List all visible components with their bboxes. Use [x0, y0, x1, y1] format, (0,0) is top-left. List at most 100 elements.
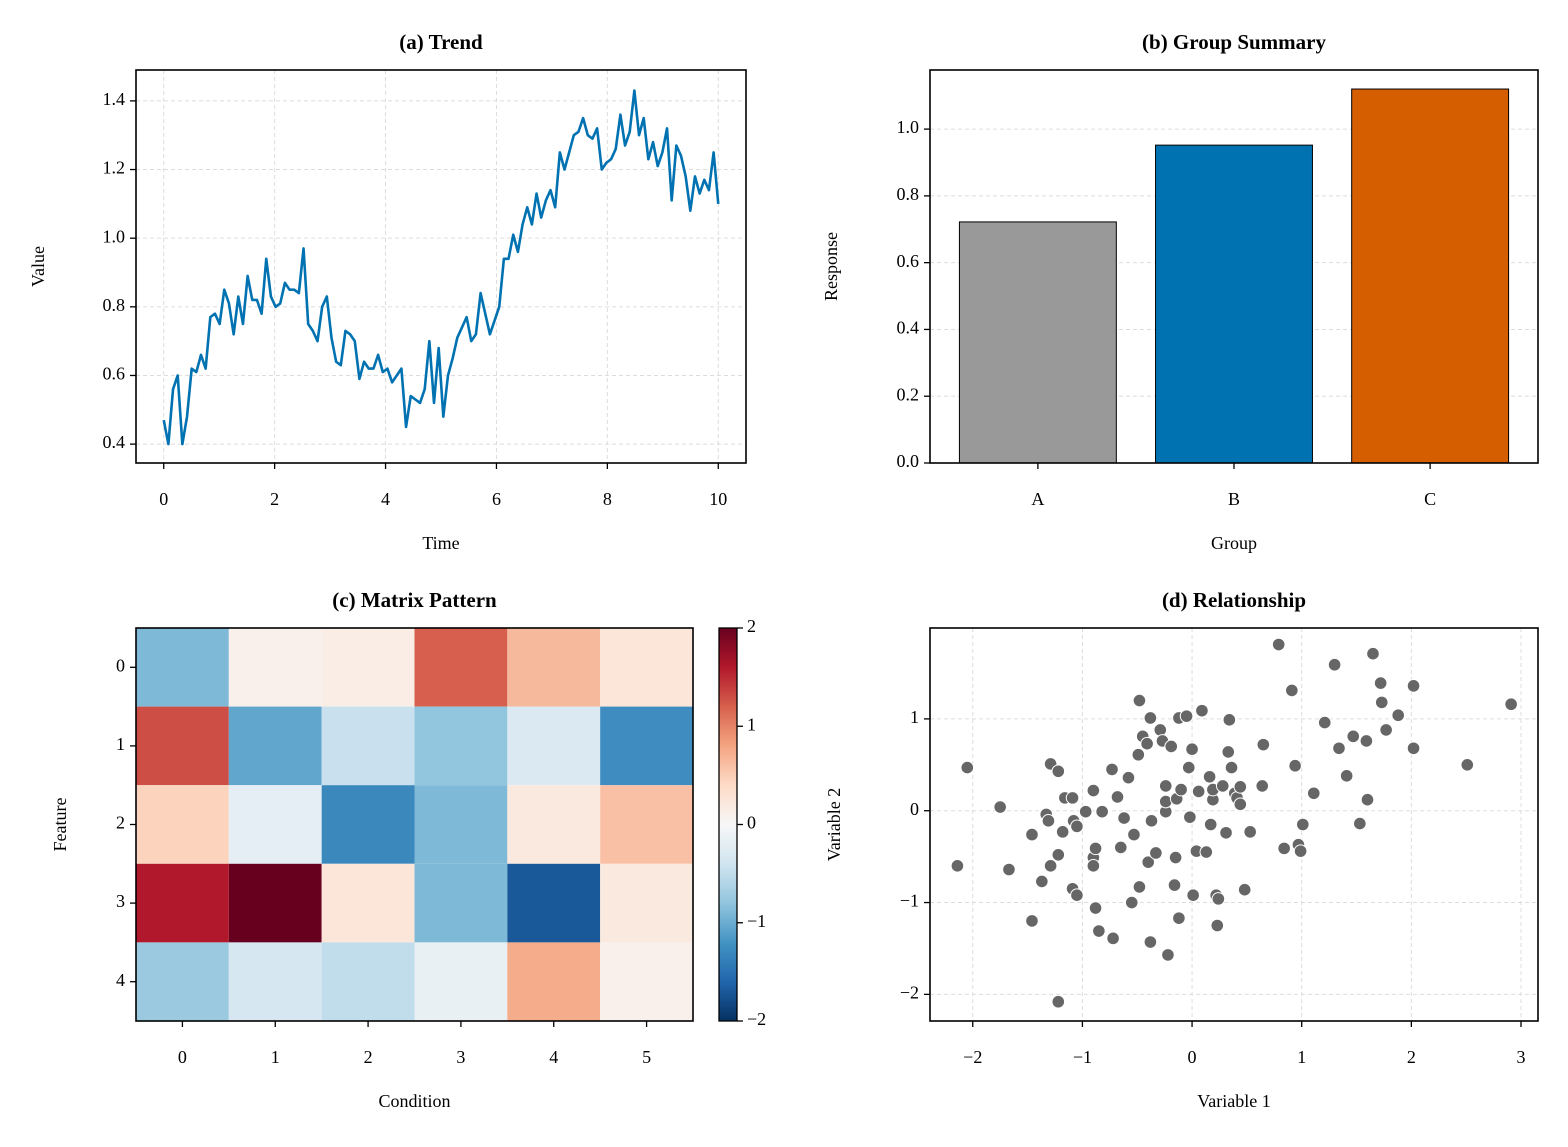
x-axis-label: Variable 1: [1197, 1091, 1270, 1111]
x-axis-label: Condition: [378, 1091, 450, 1111]
scatter-point: [1002, 862, 1016, 877]
scatter-point: [1195, 703, 1209, 718]
x-tick-label: A: [1031, 489, 1044, 509]
y-axis-label: Variable 2: [824, 788, 844, 861]
y-tick-label: 1.2: [103, 158, 126, 178]
y-tick-label: 0.4: [897, 318, 920, 338]
scatter-point: [1306, 786, 1321, 801]
scatter-point: [1113, 840, 1128, 855]
y-tick-label: 2: [116, 813, 125, 833]
heatmap-cell: [228, 628, 322, 707]
colorbar-tick-label: 1: [747, 714, 756, 734]
scatter-point: [1179, 709, 1194, 723]
x-tick-label: 2: [364, 1047, 373, 1067]
scatter-point: [1255, 779, 1270, 793]
y-tick-label: −1: [900, 891, 919, 911]
heatmap-cell: [507, 863, 601, 943]
scatter-point: [1406, 679, 1421, 693]
scatter-point: [1256, 737, 1271, 752]
plot-frame: [135, 69, 747, 464]
heatmap-cell: [507, 628, 601, 707]
scatter-point: [1221, 745, 1236, 759]
scatter-point: [1237, 882, 1252, 897]
y-tick-label: 0: [116, 655, 125, 675]
chart-title: (a) Trend: [399, 30, 483, 54]
scatter-point: [1181, 760, 1196, 775]
scatter-point: [1143, 935, 1158, 949]
scatter-point: [1296, 817, 1310, 832]
scatter-point: [1360, 792, 1375, 807]
line: [162, 89, 720, 446]
heatmap-cell: [228, 706, 322, 786]
scatter-point: [1051, 764, 1066, 779]
scatter-point: [1086, 859, 1101, 873]
scatter-point: [1161, 948, 1175, 962]
scatter-point: [1293, 844, 1308, 858]
scatter-point: [1105, 762, 1119, 777]
heatmap-cell: [507, 706, 601, 786]
x-axis-label: Time: [422, 533, 459, 553]
heatmap-cell: [321, 785, 415, 864]
scatter-point: [1092, 924, 1106, 938]
chart-title: (d) Relationship: [1162, 588, 1306, 612]
heatmap-cell: [414, 863, 508, 943]
scatter-point: [1332, 741, 1346, 756]
scatter-point: [1117, 811, 1131, 825]
y-axis-label: Response: [821, 232, 841, 301]
x-tick-label: 1: [1297, 1047, 1306, 1067]
scatter-point: [1215, 779, 1230, 793]
scatter-point: [1233, 780, 1248, 794]
x-tick-label: −2: [963, 1047, 982, 1067]
scatter-point: [950, 859, 965, 873]
scatter-point: [1043, 859, 1058, 873]
colorbar: [718, 627, 738, 1022]
y-tick-label: 1.0: [897, 117, 920, 137]
heatmap-cell: [600, 706, 693, 786]
bar: [1155, 144, 1313, 464]
scatter-point: [1086, 783, 1101, 798]
scatter-point: [993, 800, 1007, 814]
scatter-point: [1373, 676, 1388, 690]
chart-title: (c) Matrix Pattern: [332, 588, 497, 612]
scatter-point: [1088, 901, 1103, 915]
heatmap-cell: [600, 785, 693, 864]
scatter-point: [1025, 827, 1039, 842]
scatter-point: [1183, 810, 1197, 824]
plot-frame: [135, 627, 694, 1022]
x-tick-label: 1: [271, 1047, 280, 1067]
heatmap-cell: [414, 628, 508, 707]
x-tick-label: 2: [1407, 1047, 1416, 1067]
chart-title: (b) Group Summary: [1142, 30, 1326, 54]
scatter-point: [1199, 845, 1214, 859]
scatter-point: [1051, 848, 1066, 862]
x-tick-label: 4: [549, 1047, 558, 1067]
scatter-point: [1391, 708, 1405, 723]
scatter-point: [1202, 769, 1217, 784]
heatmap-cell: [136, 863, 229, 943]
scatter-point: [1149, 846, 1163, 860]
scatter-point: [1203, 817, 1218, 832]
scatter-point: [1366, 646, 1380, 661]
y-tick-label: 0: [910, 799, 919, 819]
heatmap-cell: [136, 785, 229, 864]
x-tick-label: 2: [270, 489, 279, 509]
scatter-point: [1041, 814, 1056, 828]
x-tick-label: 5: [642, 1047, 651, 1067]
y-tick-label: 3: [116, 891, 125, 911]
heatmap-cell: [136, 706, 229, 786]
scatter-point: [1167, 878, 1182, 892]
scatter-point: [1127, 827, 1141, 842]
x-tick-label: B: [1228, 489, 1240, 509]
heatmap-cell: [321, 706, 415, 786]
y-tick-label: 1.4: [103, 89, 126, 109]
x-axis-label: Group: [1211, 533, 1257, 553]
heatmap-cell: [228, 785, 322, 864]
scatter-point: [1158, 779, 1173, 793]
heatmap-cell: [600, 863, 693, 943]
y-tick-label: 1.0: [103, 226, 126, 246]
y-tick-label: 1: [116, 734, 125, 754]
heatmap-cell: [414, 942, 508, 1021]
x-tick-label: 4: [381, 489, 390, 509]
scatter-point: [1131, 747, 1146, 762]
